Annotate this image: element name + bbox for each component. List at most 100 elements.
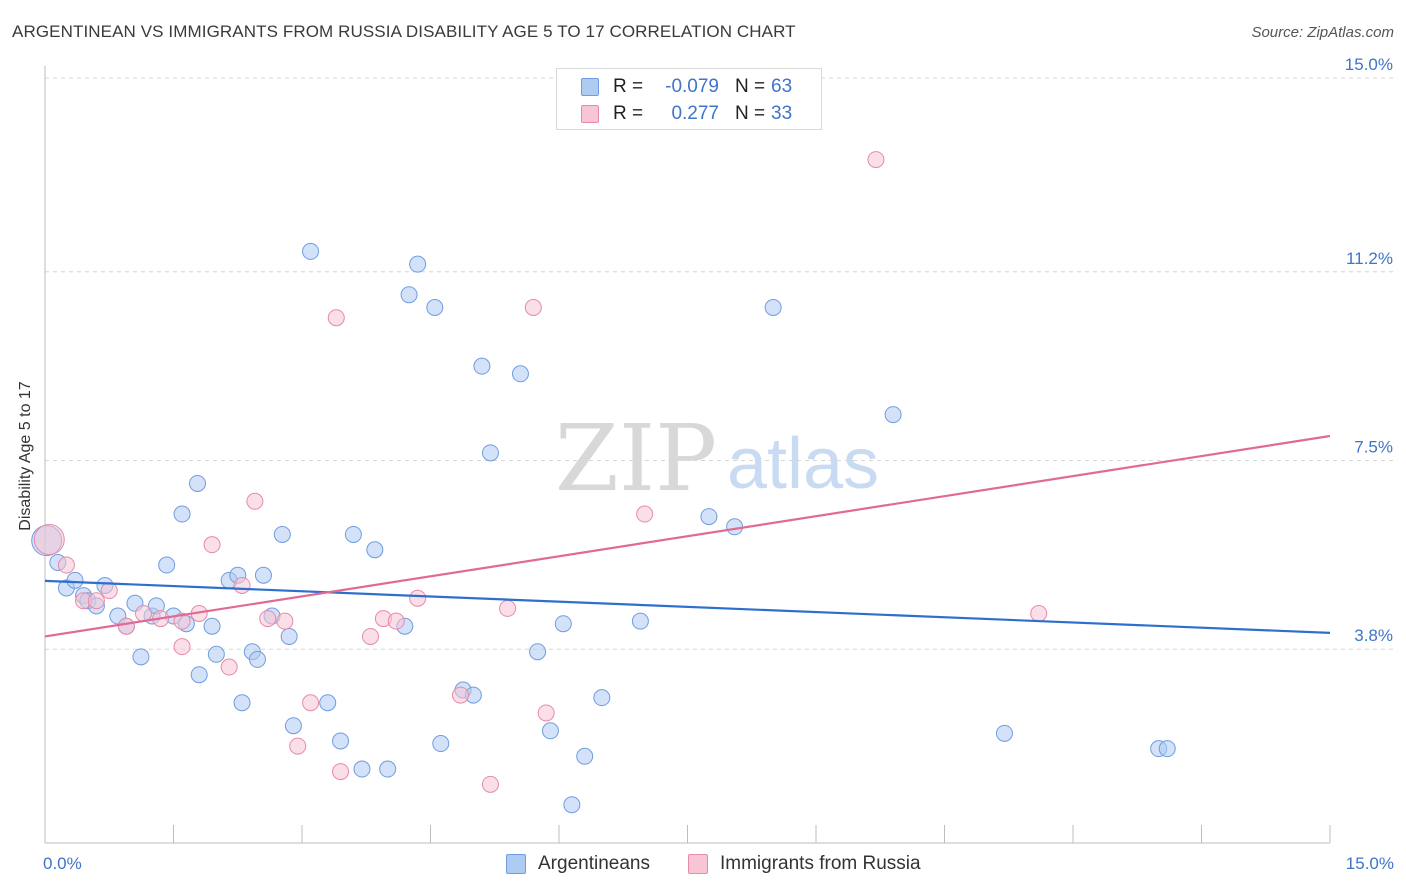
russia-point bbox=[100, 582, 118, 600]
bottom-legend-swatch-argentineans bbox=[506, 854, 526, 874]
argentineans-point bbox=[366, 541, 384, 559]
russia-point bbox=[57, 556, 75, 574]
argentineans-point bbox=[884, 406, 902, 424]
argentineans-point bbox=[511, 365, 529, 383]
russia-point bbox=[867, 151, 885, 169]
russia-point bbox=[636, 505, 654, 523]
argentineans-point bbox=[764, 299, 782, 316]
y-axis-label: Disability Age 5 to 17 bbox=[17, 381, 34, 531]
russia-point bbox=[481, 775, 499, 793]
argentineans-point bbox=[188, 474, 206, 492]
argentineans-point bbox=[481, 444, 499, 462]
argentineans-point bbox=[132, 648, 150, 666]
russia-point bbox=[173, 638, 191, 656]
russia-point bbox=[362, 627, 380, 645]
argentineans-point bbox=[563, 796, 581, 814]
argentineans-point bbox=[726, 518, 744, 536]
chart-title: ARGENTINEAN VS IMMIGRANTS FROM RUSSIA DI… bbox=[12, 22, 796, 41]
argentineans-point bbox=[426, 299, 444, 316]
russia-point bbox=[276, 612, 294, 630]
grid-lines bbox=[45, 77, 1394, 650]
tick-labels: 3.8% 7.5% 11.2% 15.0% 0.0% 15.0% bbox=[43, 55, 1394, 873]
argentineans-point bbox=[254, 566, 272, 584]
argentineans-point bbox=[379, 760, 397, 778]
russia-point bbox=[117, 617, 135, 635]
argentineans-point bbox=[353, 760, 371, 778]
x-tick-label: 15.0% bbox=[1346, 854, 1394, 873]
y-tick-label: 7.5% bbox=[1354, 438, 1393, 457]
legend-r-value: 0.277 bbox=[671, 103, 719, 124]
y-tick-label: 15.0% bbox=[1345, 55, 1393, 74]
argentineans-point bbox=[66, 571, 84, 589]
argentineans-point bbox=[319, 694, 337, 712]
legend-row-argentineans: R = -0.079 N = 63 bbox=[557, 74, 823, 102]
legend-r-label: R = bbox=[613, 103, 644, 124]
argentineans-point bbox=[529, 643, 547, 661]
argentineans-point bbox=[284, 717, 302, 735]
source-label: Source: ZipAtlas.com bbox=[1251, 24, 1394, 41]
bottom-legend-swatch-russia bbox=[688, 854, 708, 874]
russia-point bbox=[173, 612, 191, 630]
argentineans-point bbox=[332, 732, 350, 750]
russia-point bbox=[499, 599, 517, 617]
legend-n-value: 63 bbox=[771, 76, 793, 97]
argentineans-point bbox=[158, 556, 176, 574]
bottom-legend-label: Argentineans bbox=[538, 853, 650, 874]
watermark: ZIP atlas bbox=[555, 405, 879, 512]
trend-lines bbox=[44, 434, 1331, 638]
russia-point bbox=[1030, 605, 1048, 622]
russia-point bbox=[33, 524, 65, 556]
argentineans-trend-line bbox=[44, 579, 1331, 634]
x-tick-label: 0.0% bbox=[43, 854, 82, 873]
russia-point bbox=[259, 610, 277, 628]
argentineans-point bbox=[631, 612, 649, 630]
russia-point bbox=[332, 763, 350, 781]
watermark-zip: ZIP bbox=[555, 405, 717, 512]
russia-point bbox=[537, 704, 555, 722]
russia-point bbox=[289, 737, 307, 755]
y-tick-label: 3.8% bbox=[1354, 626, 1393, 645]
russia-point bbox=[246, 492, 264, 510]
argentineans-point bbox=[700, 508, 718, 526]
russia-trend-line bbox=[44, 434, 1331, 638]
argentineans-point bbox=[302, 242, 320, 260]
russia-point bbox=[302, 694, 320, 712]
argentineans-point bbox=[473, 357, 491, 375]
russia-point bbox=[524, 299, 542, 316]
argentineans-point bbox=[995, 724, 1013, 742]
y-tick-label: 11.2% bbox=[1346, 249, 1393, 268]
argentineans-point bbox=[432, 735, 450, 753]
legend-r-label: R = bbox=[613, 76, 644, 97]
argentineans-point bbox=[554, 615, 572, 633]
legend-swatch-argentineans bbox=[581, 78, 599, 96]
russia-point bbox=[409, 589, 427, 607]
legend-n-label: N = bbox=[735, 103, 766, 124]
argentineans-point bbox=[203, 617, 221, 635]
legend-r-value: -0.079 bbox=[665, 76, 719, 97]
argentineans-point bbox=[409, 255, 427, 273]
argentineans-point bbox=[190, 666, 208, 684]
bottom-legend-label: Immigrants from Russia bbox=[720, 853, 921, 874]
legend-swatch-russia bbox=[581, 105, 599, 123]
russia-point bbox=[87, 592, 105, 610]
argentineans-point bbox=[400, 286, 418, 304]
argentineans-point bbox=[593, 689, 611, 707]
russia-point bbox=[327, 309, 345, 327]
legend-n-value: 33 bbox=[771, 103, 793, 124]
russia-point bbox=[451, 686, 469, 704]
data-points bbox=[31, 151, 1176, 814]
argentineans-point bbox=[280, 627, 298, 645]
argentineans-point bbox=[233, 694, 251, 712]
argentineans-point bbox=[1158, 740, 1176, 758]
russia-point bbox=[203, 536, 221, 554]
argentineans-point bbox=[273, 525, 291, 543]
russia-point bbox=[220, 658, 238, 676]
axes bbox=[44, 66, 1331, 844]
argentineans-point bbox=[173, 505, 191, 523]
argentineans-point bbox=[576, 747, 594, 765]
argentineans-point bbox=[207, 645, 225, 663]
legend-row-russia: R = 0.277 N = 33 bbox=[557, 101, 823, 129]
correlation-legend: R = -0.079 N = 63 R = 0.277 N = 33 bbox=[556, 68, 822, 130]
